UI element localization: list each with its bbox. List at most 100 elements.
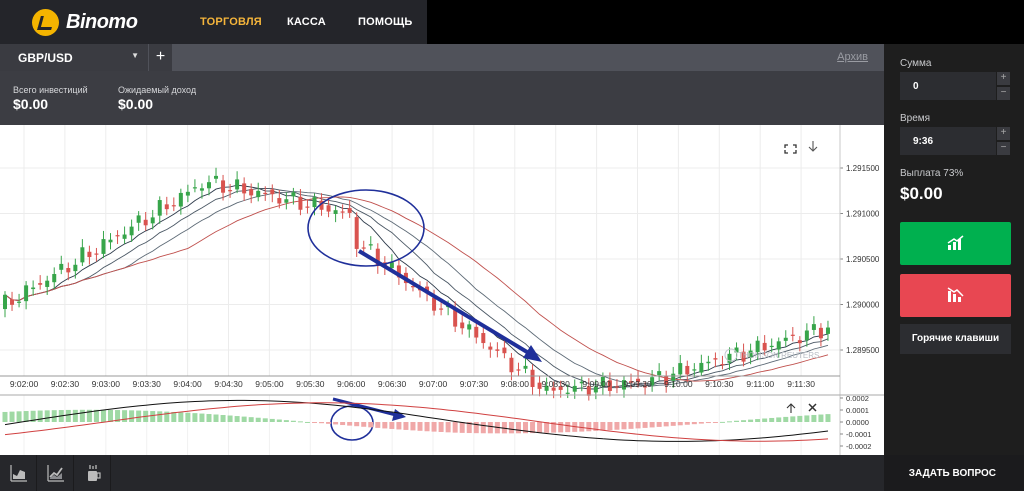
candle-body xyxy=(523,365,528,369)
time-input[interactable]: 9:36 xyxy=(900,127,996,155)
candle-body xyxy=(769,345,774,348)
candle-body xyxy=(467,324,472,330)
oscillator-tick-label: 0.0001 xyxy=(846,406,869,415)
candle-body xyxy=(734,347,739,353)
histogram-bar xyxy=(586,422,592,432)
top-bar: Binomo ТОРГОВЛЯ КАССА ПОМОЩЬ xyxy=(0,0,1024,44)
candlestick-chart[interactable]: 1.291500 1.291000 1.290500 1.290000 1.289500… xyxy=(0,125,884,455)
histogram-bar xyxy=(100,409,106,422)
candle-body xyxy=(164,204,169,210)
line-chart-button[interactable] xyxy=(37,455,74,491)
histogram-bar xyxy=(621,422,627,430)
histogram-bar xyxy=(705,422,711,424)
candle-body xyxy=(621,380,626,390)
histogram-bar xyxy=(501,422,507,434)
histogram-bar xyxy=(311,422,317,423)
candle-body xyxy=(600,376,605,387)
histogram-bar xyxy=(9,411,15,422)
histogram-bar xyxy=(171,411,177,422)
candle-body xyxy=(277,198,282,204)
area-chart-button[interactable] xyxy=(0,455,37,491)
candle-body xyxy=(206,182,211,189)
candle-body xyxy=(579,381,584,384)
candle-body xyxy=(650,377,655,386)
close-icon[interactable] xyxy=(808,403,817,412)
histogram-bar xyxy=(361,422,367,427)
data-provider-watermark: THOMSON REUTERS xyxy=(738,351,819,360)
amount-input[interactable]: 0 xyxy=(900,72,996,100)
arrow-up-icon[interactable] xyxy=(786,403,796,413)
candle-body xyxy=(312,197,317,208)
candle-body xyxy=(551,387,556,391)
add-asset-button[interactable]: + xyxy=(149,44,172,71)
time-tick-label: 9:03:00 xyxy=(92,379,121,389)
histogram-bar xyxy=(340,422,346,426)
time-tick-label: 9:09:30 xyxy=(623,379,652,389)
total-investments: Всего инвестиций $0.00 xyxy=(13,85,88,112)
price-chart[interactable]: 1.291500 1.291000 1.290500 1.290000 1.289500… xyxy=(0,125,884,455)
candle-body xyxy=(340,211,345,213)
expand-icon[interactable] xyxy=(784,144,797,154)
histogram-bar xyxy=(663,422,669,427)
moving-average-line xyxy=(4,196,829,382)
archive-link[interactable]: Архив xyxy=(837,51,868,63)
logo[interactable]: Binomo xyxy=(32,8,138,36)
time-increase-button[interactable]: + xyxy=(997,127,1010,140)
candle-body xyxy=(305,206,310,208)
histogram-bar xyxy=(16,411,22,422)
nav-help[interactable]: ПОМОЩЬ xyxy=(358,16,413,28)
annotations xyxy=(307,189,738,441)
histogram-bar xyxy=(551,422,557,433)
candle-body xyxy=(699,362,704,373)
amount-increase-button[interactable]: + xyxy=(997,72,1010,85)
histogram-bar xyxy=(347,422,353,426)
histogram-bar xyxy=(818,414,824,422)
histogram-bar xyxy=(136,410,142,422)
candle-body xyxy=(235,179,240,190)
candle-body xyxy=(228,190,233,192)
histogram-bar xyxy=(178,412,184,422)
time-tick-label: 9:10:30 xyxy=(705,379,734,389)
hotkeys-button[interactable]: Горячие клавиши xyxy=(900,324,1011,354)
chevron-down-icon[interactable]: ▼ xyxy=(131,51,139,60)
histogram-bar xyxy=(530,422,536,434)
candle-body xyxy=(178,192,183,207)
time-tick-label: 9:06:30 xyxy=(378,379,407,389)
asset-tab-gbpusd[interactable]: GBP/USD ▼ xyxy=(0,44,148,71)
candle-body xyxy=(368,244,373,246)
nav-trade[interactable]: ТОРГОВЛЯ xyxy=(200,16,262,28)
amount-decrease-button[interactable]: − xyxy=(997,87,1010,100)
candle-body xyxy=(80,247,85,263)
candle-body xyxy=(664,375,669,385)
arrow-down-icon[interactable] xyxy=(808,141,818,152)
histogram-bar xyxy=(480,422,486,434)
histogram-bar xyxy=(23,411,29,422)
candle-body xyxy=(558,386,563,390)
candle-body xyxy=(797,340,802,344)
candle-body xyxy=(52,274,57,283)
candle-body xyxy=(291,192,296,197)
time-decrease-button[interactable]: − xyxy=(997,142,1010,155)
annotation-arrowhead xyxy=(523,345,542,362)
histogram-bar xyxy=(684,422,690,425)
moving-average-line xyxy=(4,191,829,387)
candle-body xyxy=(24,285,29,302)
ask-question-button[interactable]: ЗАДАТЬ ВОПРОС xyxy=(908,468,996,479)
nav-cash[interactable]: КАССА xyxy=(287,16,326,28)
histogram-bar xyxy=(319,422,325,424)
globe-icon xyxy=(724,348,738,362)
candle-body xyxy=(256,190,261,198)
chart-toolbar xyxy=(0,455,884,491)
histogram-bar xyxy=(719,421,725,423)
histogram-bar xyxy=(255,417,261,422)
price-axis: 1.291500 1.291000 1.290500 1.290000 1.289500 xyxy=(839,125,880,455)
histogram-bar xyxy=(642,422,648,428)
candle-body xyxy=(199,188,204,191)
chart-grid xyxy=(0,125,840,455)
candle-body xyxy=(460,322,465,329)
candle-body xyxy=(185,191,190,196)
indicators-button[interactable] xyxy=(74,455,111,491)
trade-up-button[interactable] xyxy=(900,222,1011,265)
trade-down-button[interactable] xyxy=(900,274,1011,317)
total-investments-value: $0.00 xyxy=(13,96,49,112)
